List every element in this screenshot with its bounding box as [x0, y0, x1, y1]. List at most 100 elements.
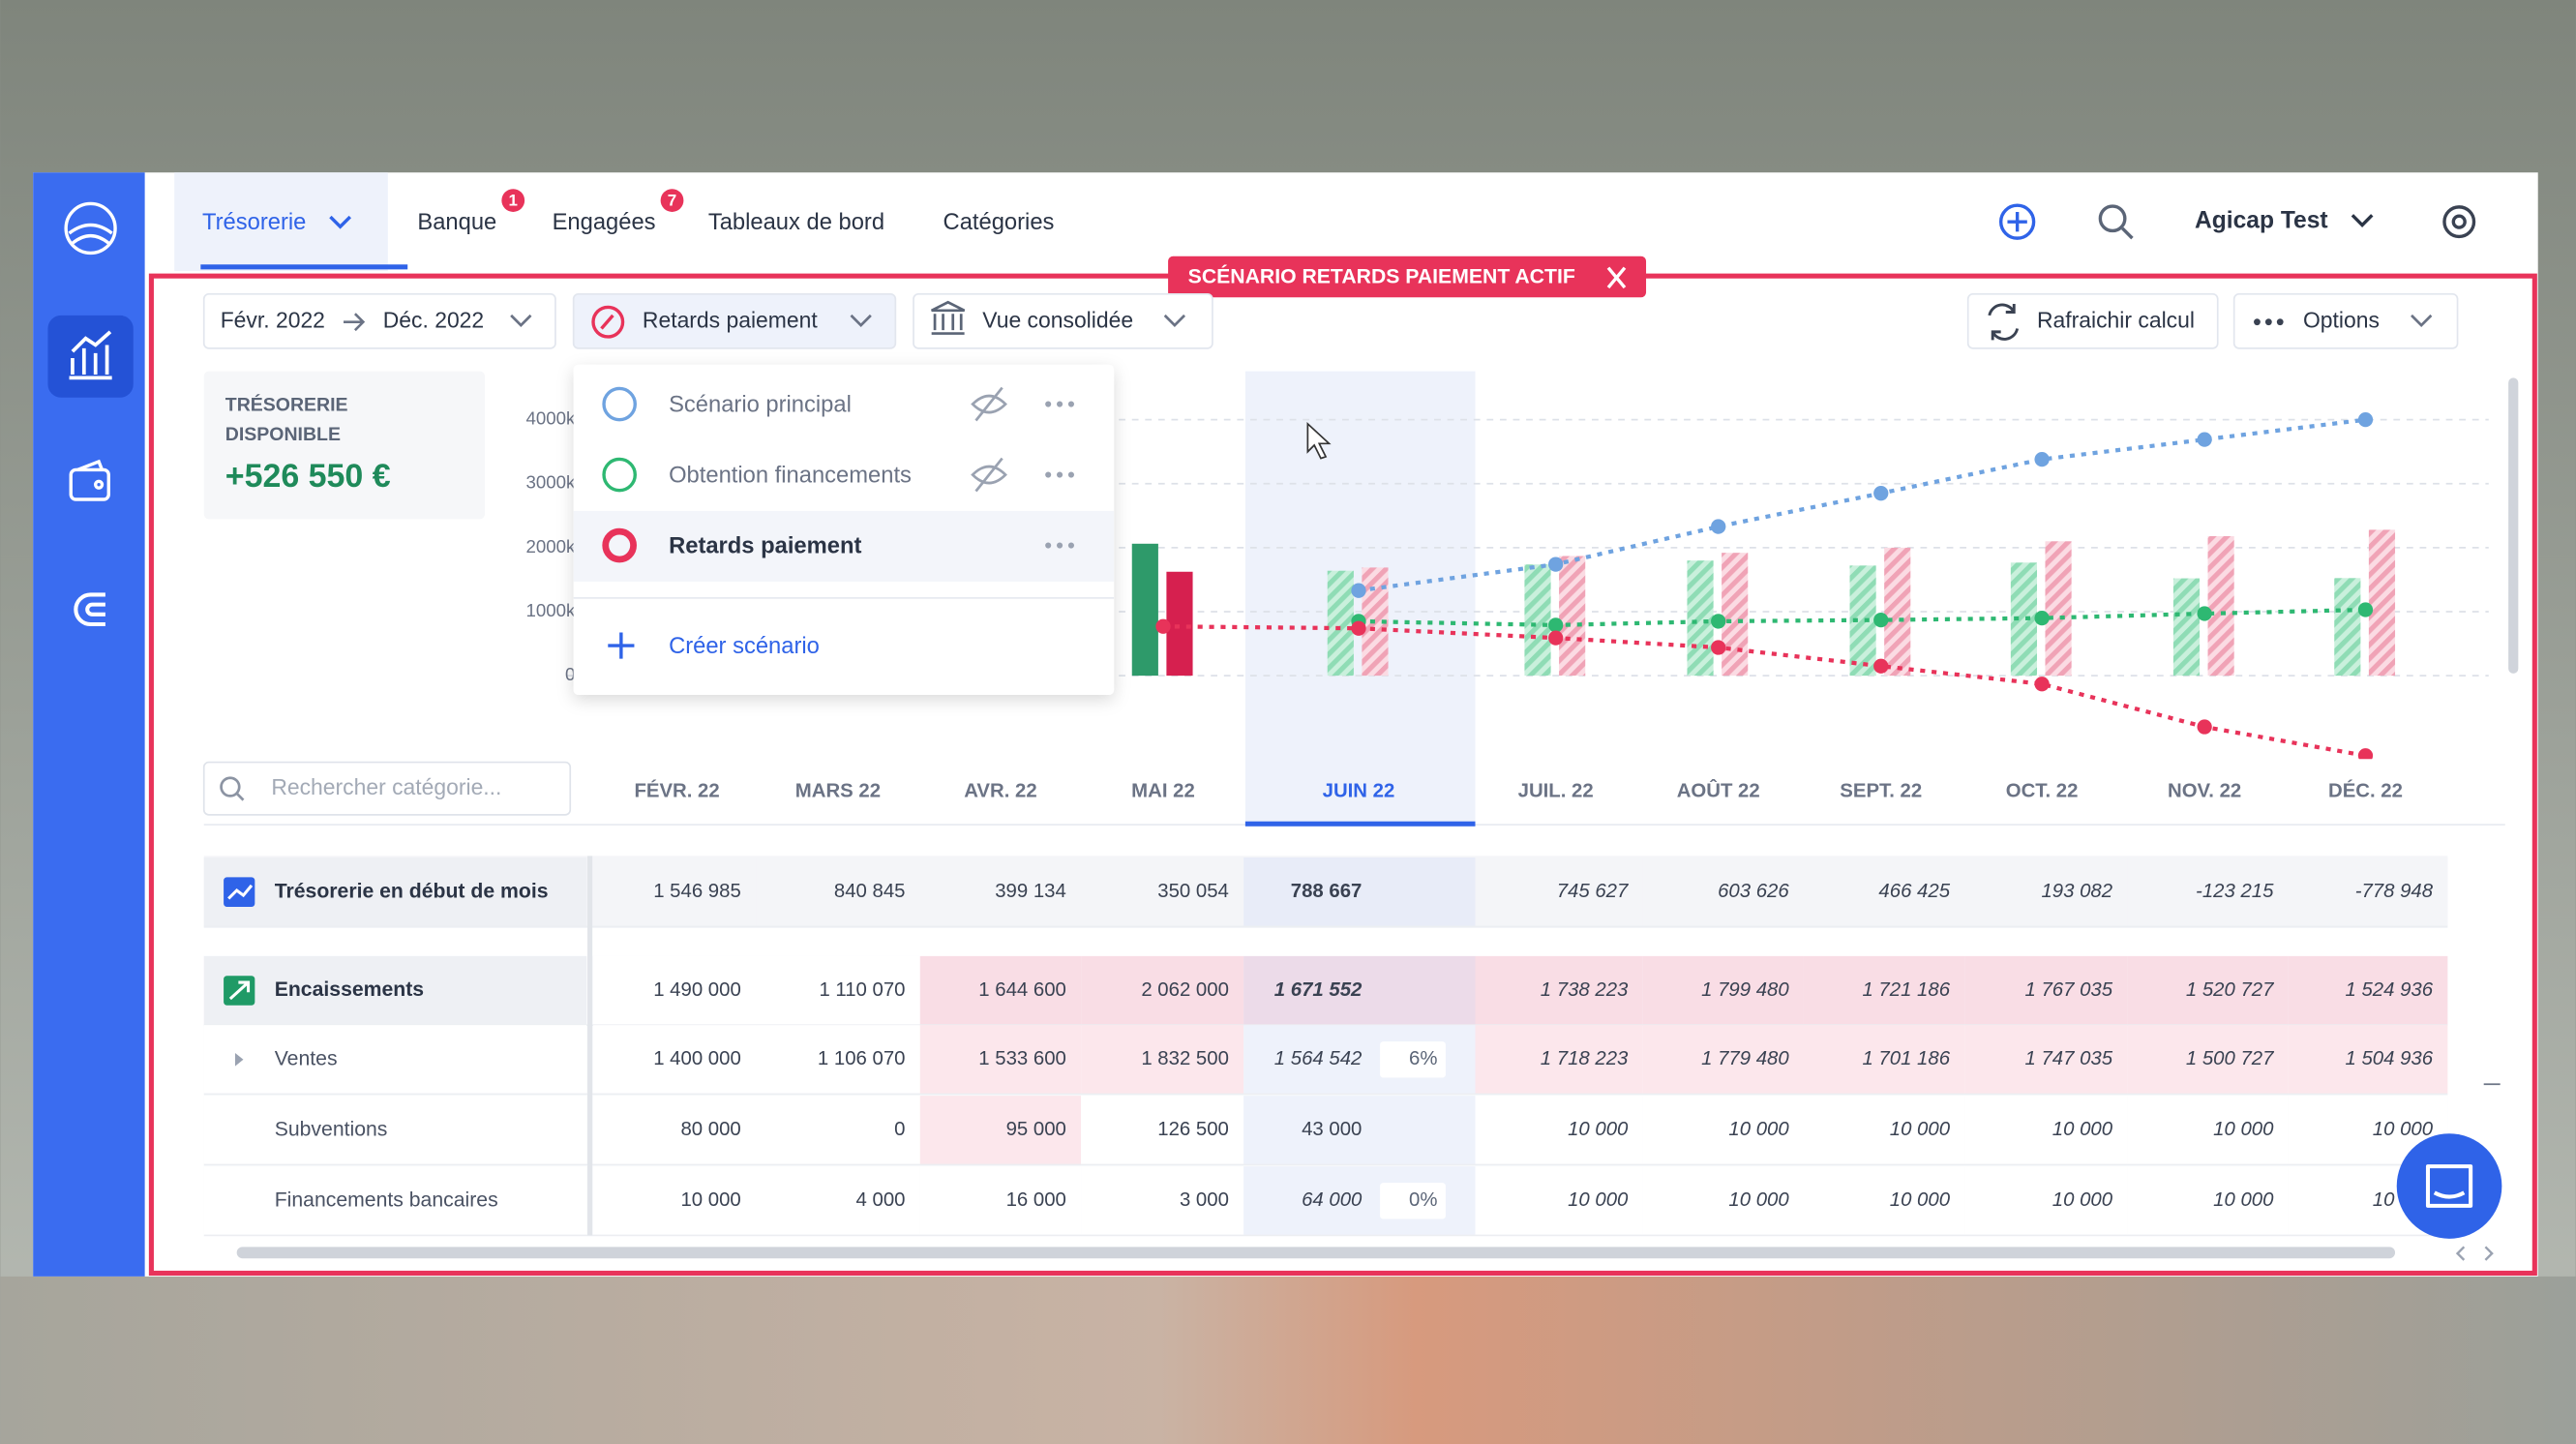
cell-value: 1 520 727 — [2186, 979, 2274, 1001]
cell-value: 10 000 — [1568, 1119, 1629, 1140]
hide-icon[interactable] — [971, 386, 1007, 422]
cell-bg — [919, 1096, 1082, 1165]
variance-value: 0% — [1409, 1189, 1437, 1211]
bar — [2172, 578, 2201, 677]
cell-value: 126 500 — [1157, 1119, 1229, 1140]
month-header: FÉVR. 22 — [634, 780, 719, 802]
vertical-scrollbar[interactable] — [2508, 377, 2519, 674]
cell-value: 80 000 — [680, 1119, 740, 1140]
scenario-banner — [1168, 256, 1647, 298]
kpi-label: TRÉSORERIE — [225, 393, 348, 415]
refresh-icon — [1988, 303, 2020, 341]
search-placeholder: Rechercher catégorie... — [271, 774, 501, 799]
month-header: AVR. 22 — [964, 781, 1036, 802]
date-range-picker[interactable] — [202, 292, 556, 349]
cell-bg — [1243, 955, 1476, 1026]
nav-tab[interactable]: Tableaux de bord — [708, 209, 884, 235]
row-label: Financements bancaires — [275, 1188, 498, 1211]
add-button[interactable] — [1998, 203, 2036, 240]
nav-icon-wallet[interactable] — [69, 459, 110, 501]
expand-arrow[interactable] — [234, 1053, 244, 1067]
line-point — [1711, 614, 1726, 629]
month-header: MARS 22 — [795, 781, 881, 802]
scroll-arrows[interactable] — [2455, 1246, 2494, 1261]
search-button[interactable] — [2098, 204, 2134, 240]
month-header: JUIL. 22 — [1518, 781, 1594, 802]
cell-value: 745 627 — [1557, 881, 1629, 902]
cell-value: 16 000 — [1006, 1189, 1066, 1211]
cell-value: 788 667 — [1291, 881, 1363, 902]
cell-bg — [1964, 1025, 2128, 1095]
cell-value: 64 000 — [1302, 1189, 1363, 1211]
cell-bg — [756, 1096, 920, 1165]
mouse-cursor — [1306, 421, 1332, 460]
row-label: Subventions — [275, 1118, 388, 1140]
scenario-selected: Retards paiement — [643, 308, 818, 333]
row-label[interactable]: Ventes — [275, 1047, 338, 1069]
line-point — [2357, 602, 2374, 617]
category-search[interactable] — [202, 761, 572, 816]
cell-value: 193 082 — [2041, 881, 2112, 902]
cell-value: 10 000 — [680, 1189, 740, 1211]
create-scenario[interactable]: Créer scénario — [669, 633, 820, 659]
scenario-picker[interactable] — [572, 292, 897, 349]
variance-badge — [1380, 1041, 1446, 1078]
scenario-item[interactable]: Obtention financements — [669, 463, 912, 489]
chat-button[interactable] — [2396, 1133, 2502, 1239]
line-point — [1548, 557, 1564, 572]
chevron — [329, 215, 351, 229]
scenario-item[interactable]: Scénario principal — [669, 392, 852, 418]
cell-value: 95 000 — [1006, 1119, 1066, 1140]
bar — [2207, 535, 2234, 677]
chevron — [2351, 214, 2374, 227]
cell-value: 1 110 070 — [819, 979, 905, 1001]
line-point — [1873, 486, 1889, 501]
line-point — [2197, 432, 2212, 447]
nav-tab[interactable]: Engagées — [553, 209, 656, 235]
row-label-cell — [203, 1025, 587, 1095]
refresh-button[interactable] — [1966, 292, 2219, 349]
cell-bg — [2127, 1096, 2289, 1165]
cell-value: 10 000 — [1568, 1189, 1629, 1211]
cell-bg — [919, 955, 1082, 1026]
more-icon[interactable] — [1045, 401, 1075, 549]
nav-icon-magnet[interactable] — [74, 592, 105, 627]
view-picker[interactable] — [913, 292, 1213, 349]
cell-value: 3 000 — [1180, 1189, 1229, 1211]
user-name[interactable]: Agicap Test — [2195, 208, 2328, 234]
cell-bg — [593, 1166, 757, 1236]
cell-bg — [1243, 857, 1476, 927]
search-icon — [220, 776, 245, 801]
row-label-cell — [203, 1096, 587, 1165]
hide-icon[interactable] — [971, 457, 1007, 493]
horizontal-scrollbar[interactable] — [236, 1247, 2396, 1259]
scenario-item[interactable]: Retards paiement — [669, 533, 861, 559]
line-point — [1548, 617, 1564, 633]
banner-close[interactable] — [1606, 266, 1627, 289]
nav-tab[interactable]: Catégories — [944, 209, 1055, 235]
kpi-label: DISPONIBLE — [225, 424, 341, 445]
variance-value: 6% — [1409, 1048, 1437, 1069]
line-point — [1548, 630, 1564, 646]
cell-value: 350 054 — [1157, 881, 1229, 902]
line-point — [1873, 658, 1889, 674]
cell-value: 0 — [894, 1119, 905, 1140]
cell-value: -123 215 — [2196, 881, 2274, 902]
month-header: DÉC. 22 — [2328, 780, 2403, 802]
row-label-cell — [203, 955, 587, 1026]
y-tick-label: 4000k — [525, 408, 576, 429]
cell-bg — [2127, 1025, 2289, 1095]
cell-bg — [1475, 1025, 1643, 1095]
settings-button[interactable] — [2442, 205, 2476, 239]
bar — [1327, 570, 1354, 677]
cell-bg — [1642, 955, 1804, 1026]
nav-tab[interactable]: Banque — [417, 209, 496, 235]
y-tick-label: 1000k — [525, 600, 576, 620]
nav-icon-chart[interactable] — [47, 315, 134, 398]
nav-tab[interactable]: Trésorerie — [202, 209, 306, 235]
line-point — [1711, 640, 1726, 655]
cell-value: 10 000 — [1728, 1119, 1789, 1140]
options-button[interactable] — [2232, 292, 2459, 349]
